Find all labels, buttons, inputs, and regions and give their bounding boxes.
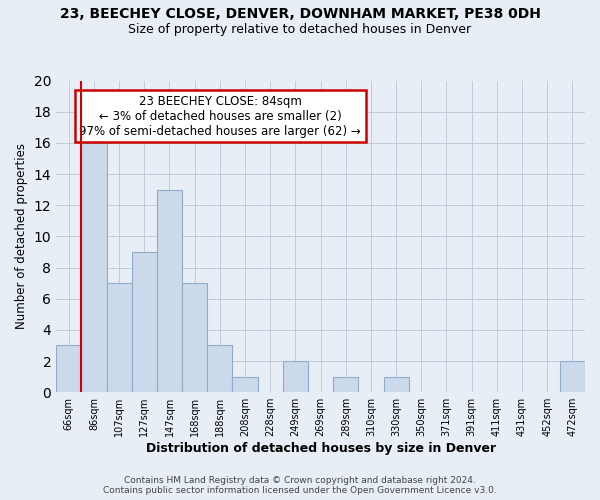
Text: Size of property relative to detached houses in Denver: Size of property relative to detached ho…: [128, 22, 472, 36]
Bar: [82, 143, 107, 392]
Bar: [560, 361, 585, 392]
Y-axis label: Number of detached properties: Number of detached properties: [15, 144, 28, 330]
Bar: [182, 283, 207, 392]
X-axis label: Distribution of detached houses by size in Denver: Distribution of detached houses by size …: [146, 442, 496, 455]
Bar: [383, 376, 409, 392]
Bar: [283, 361, 308, 392]
Bar: [333, 376, 358, 392]
Bar: [232, 376, 257, 392]
Bar: [157, 190, 182, 392]
Bar: [107, 283, 132, 392]
Text: 23, BEECHEY CLOSE, DENVER, DOWNHAM MARKET, PE38 0DH: 23, BEECHEY CLOSE, DENVER, DOWNHAM MARKE…: [59, 8, 541, 22]
Bar: [132, 252, 157, 392]
Text: Contains HM Land Registry data © Crown copyright and database right 2024.
Contai: Contains HM Land Registry data © Crown c…: [103, 476, 497, 495]
Bar: [56, 346, 82, 392]
Bar: [207, 346, 232, 392]
Text: 23 BEECHEY CLOSE: 84sqm
← 3% of detached houses are smaller (2)
97% of semi-deta: 23 BEECHEY CLOSE: 84sqm ← 3% of detached…: [79, 94, 361, 138]
